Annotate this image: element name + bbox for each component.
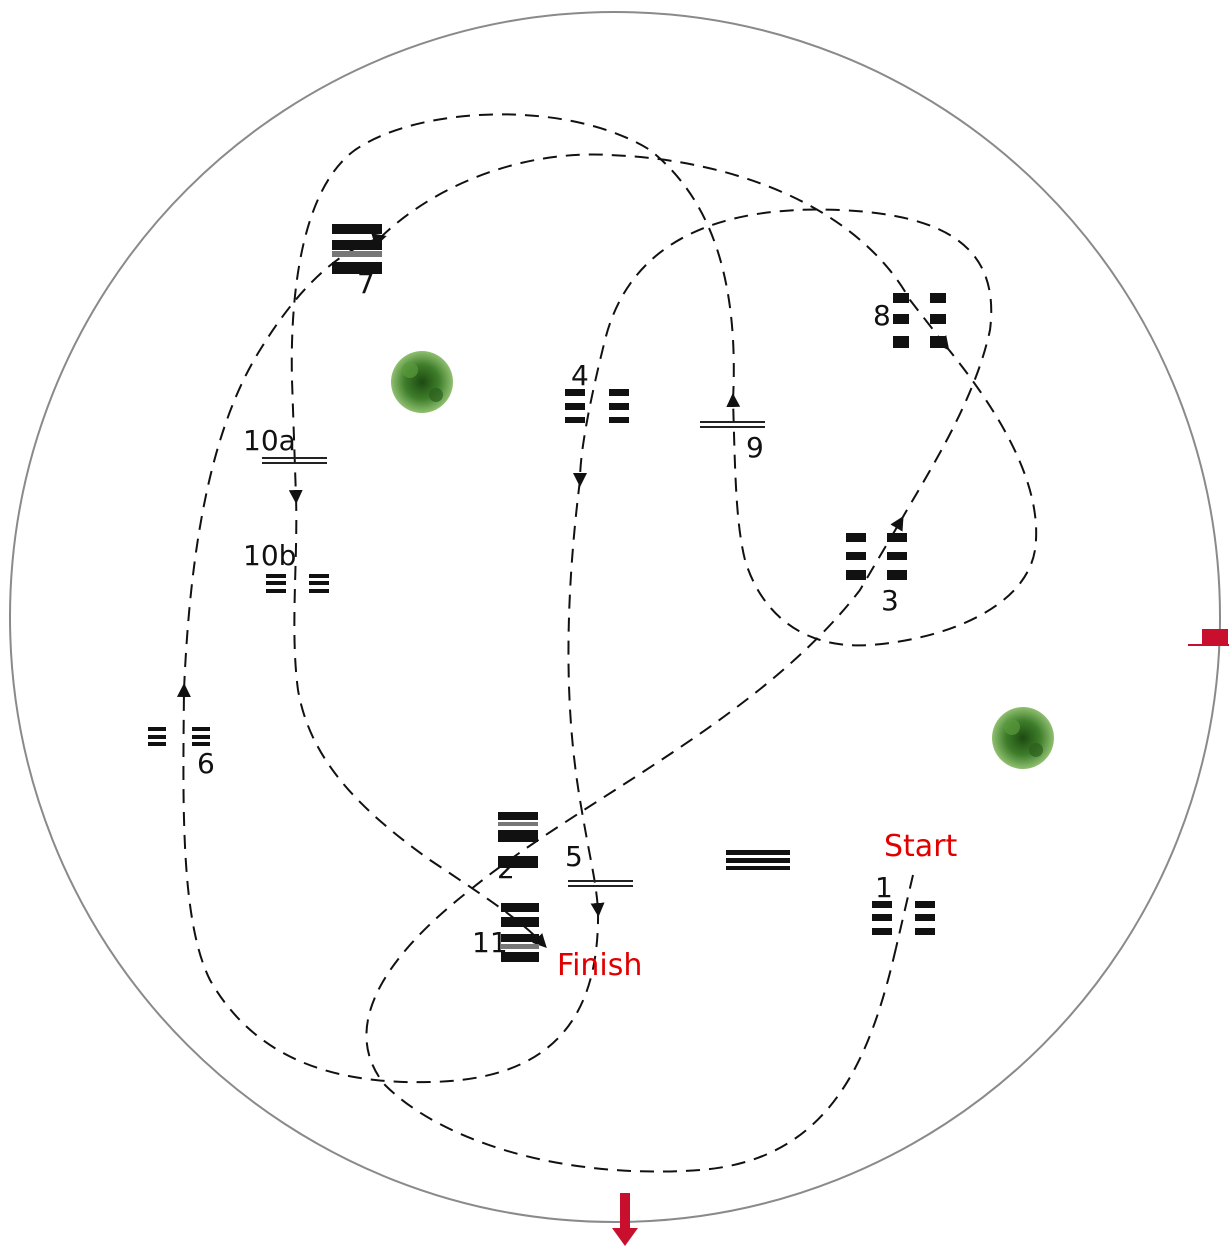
- jump-7-label: 7: [357, 267, 375, 300]
- jump-unnumbered: [726, 850, 790, 870]
- exit-arrow-icon: [1188, 629, 1229, 646]
- jump-3: [846, 533, 907, 580]
- jump-6: [148, 727, 210, 746]
- jump-9-label: 9: [746, 431, 764, 464]
- jump-11-label: 11: [472, 926, 508, 959]
- jump-5: [568, 880, 633, 887]
- jump-2-label: 2: [497, 852, 515, 885]
- tree-icon: [992, 707, 1054, 769]
- jump-4-label: 4: [571, 359, 589, 392]
- jump-10a-label: 10a: [243, 424, 296, 457]
- jump-11: [501, 903, 539, 962]
- jump-1-label: 1: [875, 871, 893, 904]
- jump-8: [893, 293, 946, 348]
- finish-label: Finish: [557, 948, 642, 983]
- arena-boundary: [9, 11, 1221, 1223]
- jump-6-label: 6: [197, 747, 215, 780]
- jump-8-label: 8: [873, 299, 891, 332]
- jump-10b: [266, 574, 329, 593]
- jump-10a: [262, 457, 327, 464]
- jump-9: [700, 421, 765, 428]
- jump-10b-label: 10b: [243, 539, 296, 572]
- route-path: [176, 113, 1038, 1173]
- jump-1: [872, 901, 935, 935]
- jump-2: [498, 812, 538, 868]
- jump-3-label: 3: [881, 584, 899, 617]
- jump-5-label: 5: [565, 840, 583, 873]
- jump-4: [565, 389, 629, 423]
- jump-7: [332, 224, 382, 274]
- exit-arrow-icon: [612, 1193, 638, 1246]
- start-label: Start: [884, 829, 958, 864]
- tree-icon: [391, 351, 453, 413]
